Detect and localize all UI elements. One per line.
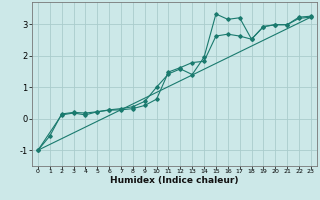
X-axis label: Humidex (Indice chaleur): Humidex (Indice chaleur) [110, 176, 239, 185]
